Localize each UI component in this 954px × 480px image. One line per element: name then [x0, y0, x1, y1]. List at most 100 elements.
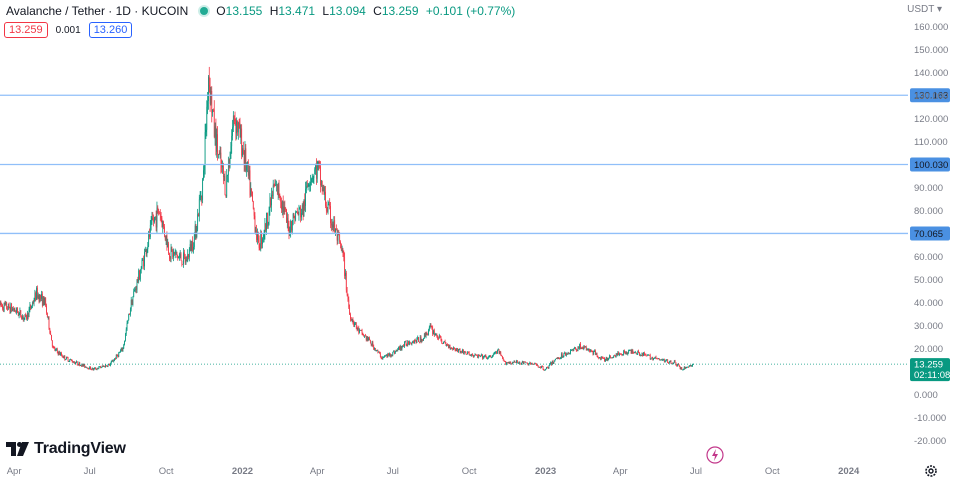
candle — [217, 126, 218, 161]
candle — [578, 346, 580, 349]
candle — [648, 354, 649, 356]
candle — [100, 366, 102, 369]
candle-body — [38, 295, 40, 302]
candle-body — [667, 359, 669, 363]
y-tick-label: 20.000 — [914, 344, 943, 355]
candle — [629, 349, 631, 351]
candle — [111, 359, 113, 363]
candle-body — [467, 352, 468, 355]
candle-body — [271, 194, 272, 206]
candle — [187, 249, 189, 263]
candle — [40, 294, 42, 302]
x-tick-label: Oct — [462, 466, 477, 477]
candle-body — [189, 244, 191, 250]
candle — [154, 216, 155, 224]
candle — [86, 367, 88, 369]
level-badge[interactable] — [910, 88, 950, 103]
tradingview-logo[interactable]: TradingView — [6, 440, 126, 458]
candle — [309, 181, 311, 192]
candle-body — [271, 194, 273, 197]
market-status-icon[interactable] — [200, 7, 209, 15]
candle-body — [673, 360, 675, 363]
candle-body — [343, 253, 345, 258]
ohlc-open-value: 13.155 — [225, 4, 263, 18]
candle-body — [374, 348, 375, 350]
candle — [73, 361, 75, 364]
candle — [9, 306, 11, 314]
candle-body — [55, 349, 57, 351]
candle-body — [404, 342, 405, 347]
candle — [327, 200, 329, 215]
candle — [107, 364, 109, 368]
candle-body — [112, 360, 114, 362]
candle — [203, 165, 204, 181]
candle — [684, 366, 686, 370]
candle — [343, 250, 345, 262]
candle — [513, 360, 515, 364]
candle-body — [47, 316, 49, 318]
candle-body — [143, 259, 145, 267]
candle — [562, 355, 564, 358]
candle-body — [232, 115, 234, 128]
sell-price-button[interactable]: 13.259 — [4, 22, 48, 38]
candle-body — [233, 115, 235, 120]
candle-body — [574, 347, 576, 349]
candle — [529, 361, 531, 364]
candle-body — [7, 303, 9, 310]
candle-body — [402, 345, 404, 347]
candle — [321, 180, 323, 195]
y-tick-label: 90.000 — [914, 183, 943, 194]
candle-body — [544, 369, 546, 371]
candle — [198, 194, 200, 222]
symbol-title[interactable]: Avalanche / Tether · 1D · KUCOIN — [6, 4, 189, 18]
candle — [605, 356, 607, 361]
candle-body — [583, 345, 585, 350]
level-badge[interactable] — [910, 157, 950, 172]
settings-gear-icon[interactable] — [924, 464, 938, 478]
candle-body — [205, 129, 207, 133]
candle — [692, 363, 693, 367]
candle — [511, 363, 512, 365]
candle-body — [547, 367, 549, 369]
candle — [538, 366, 540, 368]
candle — [12, 306, 13, 312]
candle — [394, 350, 395, 355]
candle-body — [172, 249, 174, 258]
candle — [262, 237, 263, 249]
candle-body — [69, 359, 71, 362]
candle-body — [151, 217, 153, 221]
candle — [147, 241, 149, 253]
candle — [139, 269, 140, 281]
last-price-badge[interactable] — [910, 358, 950, 382]
candle — [448, 344, 450, 349]
candle-body — [166, 235, 168, 248]
candle — [619, 353, 621, 355]
candle — [487, 356, 489, 360]
price-axis[interactable]: 160.000150.000140.000130.000120.000110.0… — [914, 22, 948, 447]
candle-body — [2, 308, 4, 311]
candle — [269, 193, 271, 216]
candle-body — [478, 355, 480, 357]
candle — [188, 253, 189, 260]
candle-body — [403, 345, 404, 347]
currency-selector[interactable]: USDT ▾ — [907, 4, 942, 15]
candle — [370, 343, 372, 347]
candle — [2, 306, 4, 313]
candle — [475, 353, 477, 356]
candle-body — [457, 348, 458, 352]
candle-body — [227, 164, 229, 176]
level-badge[interactable] — [910, 226, 950, 241]
candle — [664, 360, 666, 363]
candle — [674, 359, 676, 363]
candle — [275, 179, 277, 186]
candle-body — [644, 354, 646, 356]
candle-body — [377, 350, 379, 353]
candle — [622, 354, 624, 356]
lightning-icon[interactable] — [706, 446, 724, 464]
buy-price-button[interactable]: 13.260 — [88, 22, 133, 38]
time-axis[interactable]: Apr Jul Oct 2022 Apr Jul Oct 2023 Apr Jul Oct 2024 — [7, 466, 860, 477]
candle-body — [197, 214, 199, 230]
candle — [340, 240, 341, 249]
